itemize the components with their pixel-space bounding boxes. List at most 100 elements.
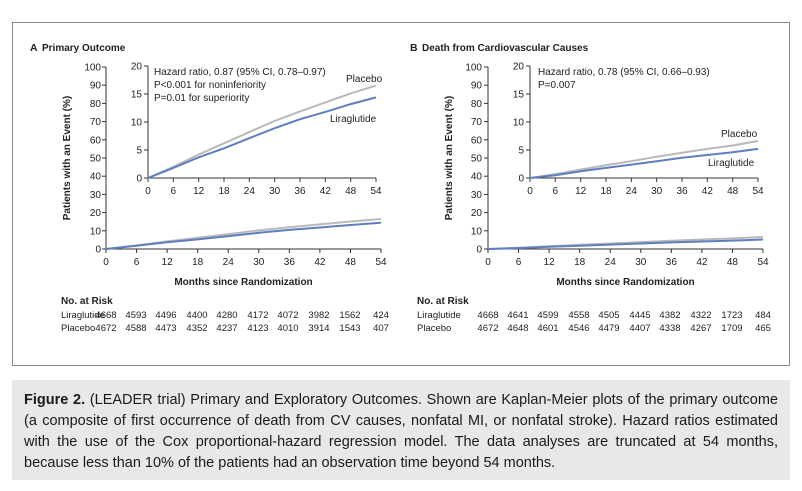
panel-a-inset-series-placebo — [147, 84, 377, 179]
panel-a-main-y-tick-label: 40 — [90, 172, 102, 183]
panel-b-at-risk-value: 1723 — [721, 310, 742, 321]
panel-a-inset-series-liraglutide — [147, 96, 377, 179]
panel-b-at-risk-row-label: Placebo — [417, 323, 451, 334]
caption-label: Figure 2. — [24, 392, 86, 408]
panel-b-at-risk-value: 4479 — [598, 323, 619, 334]
panel-b-inset-y-tick-label: 10 — [513, 118, 525, 129]
panel-a-main-y-tick-label: 80 — [90, 99, 102, 110]
panel-b-x-axis-label: Months since Randomization — [556, 277, 694, 288]
panel-a-at-risk-heading: No. at Risk — [61, 296, 113, 307]
panel-a-inset-x-tick-label: 6 — [171, 186, 177, 197]
panel-a-main-x-tick-label: 12 — [162, 257, 174, 268]
panel-a-main-y-tick-label: 10 — [90, 226, 102, 237]
panel-b-at-risk-value: 4601 — [537, 323, 558, 334]
panel-a-at-risk-value: 4010 — [277, 323, 298, 334]
km-charts: A Primary Outcome Patients with an Event (… — [30, 42, 771, 334]
panel-a-at-risk-value: 407 — [373, 323, 389, 334]
panel-a-at-risk-value: 4123 — [247, 323, 268, 334]
panel-b-at-risk-value: 4546 — [568, 323, 589, 334]
panel-b-main-y-tick-label: 20 — [471, 208, 483, 219]
panel-b-inset-x-tick-label: 30 — [651, 186, 663, 197]
panel-b-at-risk-value: 4672 — [477, 323, 498, 334]
panel-a-at-risk-value: 1562 — [339, 310, 360, 321]
panel-a-panel-letter: A — [30, 42, 38, 54]
panel-b-at-risk-value: 4505 — [598, 310, 619, 321]
panel-b-main-x-tick-label: 30 — [635, 257, 647, 268]
panel-a-inset-x-tick-label: 12 — [193, 186, 205, 197]
panel-a-main-y-tick-label: 20 — [90, 208, 102, 219]
panel-b-main-x-tick-label: 6 — [516, 257, 522, 268]
panel-b-main-y-tick-label: 90 — [471, 81, 483, 92]
panel-a-main-x-tick-label: 6 — [134, 257, 140, 268]
panel-a-at-risk-value: 4588 — [125, 323, 146, 334]
panel-a-main-y-tick-label: 50 — [90, 154, 102, 165]
panel-b-main-x-tick-label: 48 — [727, 257, 739, 268]
panel-a-inset-x-tick-label: 18 — [218, 186, 230, 197]
panel-b-at-risk-value: 465 — [755, 323, 771, 334]
panel-a-main-x-tick-label: 18 — [192, 257, 204, 268]
panel-b-at-risk-value: 484 — [755, 310, 771, 321]
panel-a-at-risk-value: 4496 — [155, 310, 176, 321]
panel-a-main-x-tick-label: 54 — [375, 257, 387, 268]
panel-b-at-risk-value: 1709 — [721, 323, 742, 334]
panel-a-main-x-tick-label: 48 — [345, 257, 357, 268]
panel-b-inset-x-tick-label: 42 — [702, 186, 714, 197]
panel-b-inset-x-tick-label: 6 — [553, 186, 559, 197]
panel-a-series-label-liraglutide: Liraglutide — [330, 114, 377, 125]
panel-b-main-x-tick-label: 18 — [574, 257, 586, 268]
panel-a-at-risk-value: 4668 — [95, 310, 116, 321]
panel-b-inset-y-tick-label: 20 — [513, 62, 525, 73]
panel-a-inset-y-tick-label: 20 — [131, 62, 143, 73]
panel-a-inset-x-tick-label: 24 — [244, 186, 256, 197]
panel-b-main-series-liraglutide — [487, 238, 764, 250]
panel-a-at-risk-value: 4352 — [186, 323, 207, 334]
panel-a-inset-y-tick-label: 0 — [136, 174, 142, 185]
panel-b-panel-letter: B — [410, 42, 418, 54]
panel-b-main-y-tick-label: 30 — [471, 190, 483, 201]
panel-a-main-x-tick-label: 42 — [314, 257, 326, 268]
panel-b-at-risk-value: 4558 — [568, 310, 589, 321]
panel-b-main-x-tick-label: 24 — [605, 257, 617, 268]
panel-b-inset-y-tick-label: 5 — [518, 146, 524, 157]
panel-a-at-risk-value: 4237 — [216, 323, 237, 334]
panel-a-main-y-tick-label: 0 — [95, 245, 101, 256]
panel-a-inset-y-tick-label: 15 — [131, 90, 143, 101]
panel-a-series-label-placebo: Placebo — [346, 74, 383, 85]
panel-b-at-risk-value: 4445 — [629, 310, 650, 321]
panel-a-at-risk-value: 3982 — [308, 310, 329, 321]
panel-a-title: Primary Outcome — [42, 43, 126, 54]
panel-a-inset-x-tick-label: 42 — [320, 186, 332, 197]
panel-b-at-risk-value: 4641 — [507, 310, 528, 321]
panel-b-at-risk-heading: No. at Risk — [417, 296, 469, 307]
panel-b-main-x-tick-label: 0 — [485, 257, 491, 268]
panel-b-inset-y-tick-label: 15 — [513, 90, 525, 101]
panel-a-main-x-tick-label: 30 — [253, 257, 265, 268]
panel-b-main-y-tick-label: 80 — [471, 99, 483, 110]
panel-a-main-x-tick-label: 0 — [103, 257, 109, 268]
panel-b-inset-series-liraglutide — [529, 147, 759, 179]
panel-a-inset-x-tick-label: 30 — [269, 186, 281, 197]
panel-a-inset-x-tick-label: 0 — [145, 186, 151, 197]
panel-a-inset-y-tick-label: 5 — [136, 146, 142, 157]
panel-b-main-y-tick-label: 60 — [471, 135, 483, 146]
panel-b-main-y-tick-label: 70 — [471, 117, 483, 128]
panel-a-at-risk-value: 4072 — [277, 310, 298, 321]
panel-b-at-risk-value: 4382 — [659, 310, 680, 321]
panel-b-at-risk-value: 4267 — [690, 323, 711, 334]
panel-b-main-x-tick-label: 12 — [544, 257, 556, 268]
panel-b-annotation-line: P=0.007 — [538, 80, 576, 91]
panel-a-at-risk-value: 424 — [373, 310, 389, 321]
panel-b-inset-x-tick-label: 36 — [676, 186, 688, 197]
panel-b-inset-x-tick-label: 18 — [600, 186, 612, 197]
panel-a-annotation-line: P<0.001 for noninferiority — [154, 80, 266, 91]
panel-b-main-x-tick-label: 42 — [696, 257, 708, 268]
panel-a-at-risk-value: 4593 — [125, 310, 146, 321]
panel-b-y-axis-label: Patients with an Event (%) — [444, 96, 455, 220]
panel-b-at-risk-row-label: Liraglutide — [417, 310, 461, 321]
panel-a-at-risk-value: 1543 — [339, 323, 360, 334]
panel-b-inset-x-tick-label: 12 — [575, 186, 587, 197]
panel-a-inset-x-tick-label: 48 — [345, 186, 357, 197]
panel-a-at-risk-value: 4280 — [216, 310, 237, 321]
panel-a-annotation-line: P=0.01 for superiority — [154, 93, 249, 104]
panel-a-main-y-tick-label: 30 — [90, 190, 102, 201]
